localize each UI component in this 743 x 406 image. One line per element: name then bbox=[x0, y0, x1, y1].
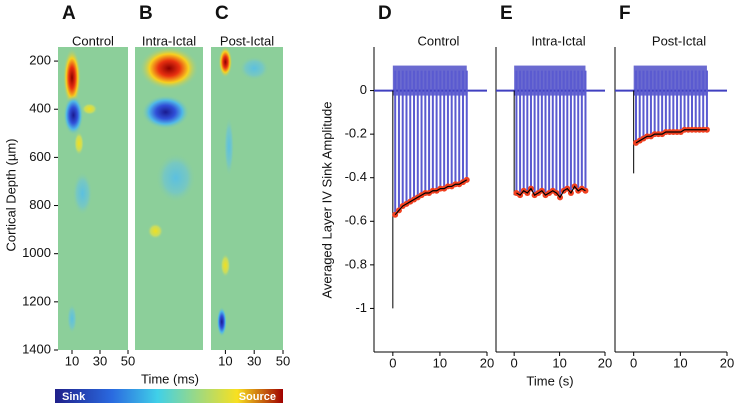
csd-blob bbox=[216, 306, 227, 337]
panel-title: Intra-Ictal bbox=[142, 33, 196, 48]
csd-blob bbox=[155, 152, 196, 203]
x-axis-label: Time (s) bbox=[526, 373, 573, 388]
csd-blob bbox=[147, 223, 164, 240]
csd-blob bbox=[220, 253, 231, 278]
panel-title: Control bbox=[418, 33, 460, 48]
x-tick-label: 0 bbox=[511, 355, 518, 370]
x-tick-label: 0 bbox=[630, 355, 637, 370]
csd-blob bbox=[139, 46, 199, 91]
x-tick-label: 10 bbox=[433, 355, 447, 370]
heatmap-bg bbox=[211, 47, 283, 350]
csd-blob bbox=[239, 56, 270, 81]
y-tick-label: 1200 bbox=[22, 293, 51, 308]
colorbar-low-label: Sink bbox=[62, 391, 86, 403]
y-tick-label: 200 bbox=[29, 53, 51, 68]
y-tick-label: 800 bbox=[29, 197, 51, 212]
x-tick-label: 10 bbox=[552, 355, 566, 370]
panel-letter: C bbox=[215, 3, 229, 24]
sink-line bbox=[394, 179, 468, 216]
x-axis-label: Time (ms) bbox=[141, 371, 199, 386]
y-tick-label: 400 bbox=[29, 101, 51, 116]
panel-letter: A bbox=[62, 3, 76, 24]
x-tick-label: 50 bbox=[121, 353, 135, 368]
panel-letter: F bbox=[619, 3, 631, 24]
csd-blob bbox=[81, 102, 98, 115]
y-tick-label: 0 bbox=[360, 82, 367, 97]
csd-blob bbox=[224, 116, 234, 177]
csd-blob bbox=[74, 131, 84, 156]
panel-letter: E bbox=[500, 3, 513, 24]
panel-title: Post-Ictal bbox=[652, 33, 706, 48]
x-tick-label: 10 bbox=[218, 353, 232, 368]
csd-blob bbox=[67, 303, 77, 334]
y-tick-label: 1400 bbox=[22, 341, 51, 356]
x-tick-label: 30 bbox=[93, 353, 107, 368]
csd-blob bbox=[218, 46, 233, 79]
x-tick-label: 50 bbox=[276, 353, 290, 368]
x-tick-label: 0 bbox=[389, 355, 396, 370]
colorbar bbox=[55, 389, 283, 403]
panel-title: Post-Ictal bbox=[220, 33, 274, 48]
csd-blob bbox=[63, 47, 81, 108]
csd-blob bbox=[72, 171, 93, 216]
y-axis-label: Averaged Layer IV Sink Amplitude bbox=[319, 101, 334, 298]
y-axis-label: Cortical Depth (µm) bbox=[3, 139, 18, 252]
x-tick-label: 20 bbox=[720, 355, 734, 370]
x-tick-label: 10 bbox=[673, 355, 687, 370]
sink-line bbox=[635, 129, 707, 144]
panel-letter: D bbox=[378, 3, 392, 24]
x-tick-label: 30 bbox=[247, 353, 261, 368]
panel-title: Control bbox=[72, 33, 114, 48]
y-tick-label: 1000 bbox=[22, 245, 51, 260]
y-tick-label: 600 bbox=[29, 149, 51, 164]
y-tick-label: -0.4 bbox=[345, 169, 367, 184]
colorbar-high-label: Source bbox=[239, 391, 276, 403]
y-tick-label: -0.6 bbox=[345, 213, 367, 228]
x-tick-label: 10 bbox=[65, 353, 79, 368]
csd-blob bbox=[141, 95, 190, 130]
y-tick-label: -0.2 bbox=[345, 126, 367, 141]
panel-title: Intra-Ictal bbox=[531, 33, 585, 48]
x-tick-label: 20 bbox=[598, 355, 612, 370]
csd-blob bbox=[63, 95, 84, 136]
y-tick-label: -1 bbox=[355, 300, 367, 315]
y-tick-label: -0.8 bbox=[345, 256, 367, 271]
x-tick-label: 20 bbox=[480, 355, 494, 370]
sink-line bbox=[516, 185, 586, 199]
panel-letter: B bbox=[139, 3, 153, 24]
